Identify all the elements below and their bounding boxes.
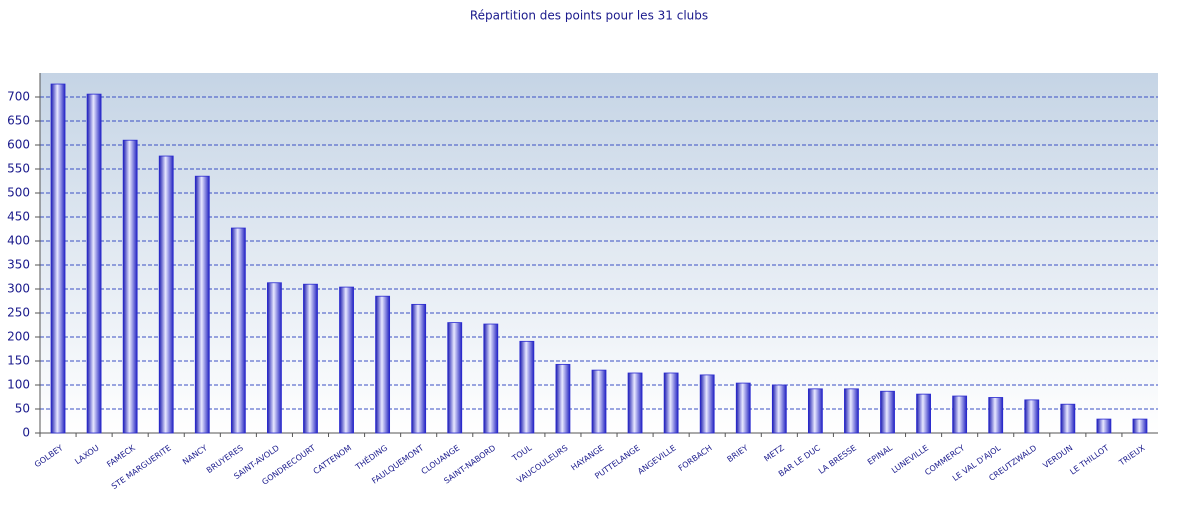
bar (86, 93, 102, 434)
y-tick-label: 200 (7, 330, 30, 344)
bar (230, 227, 246, 434)
bar (663, 372, 679, 434)
y-tick-label: 50 (15, 402, 30, 416)
bar (122, 139, 138, 434)
bar (880, 390, 895, 434)
y-tick-label: 700 (7, 90, 30, 104)
x-tick-label: FAMECK (105, 443, 137, 469)
x-tick-label: TRIEUX (1117, 443, 1147, 468)
x-tick-label: FORBACH (677, 443, 714, 473)
bar (375, 295, 391, 434)
x-tick-label: EPINAL (866, 443, 895, 467)
y-tick-label: 400 (7, 234, 30, 248)
y-tick-label: 250 (7, 306, 30, 320)
y-tick-label: 350 (7, 258, 30, 272)
x-tick-label: TOUL (510, 443, 534, 464)
y-tick-label: 300 (7, 282, 30, 296)
bar (1096, 418, 1112, 434)
y-tick-label: 0 (22, 426, 30, 440)
bar (1060, 403, 1076, 434)
x-tick-label: STE MARGUERITE (110, 443, 173, 491)
bar (844, 388, 859, 434)
bar (303, 283, 318, 434)
bar (735, 382, 751, 434)
y-tick-label: 500 (7, 186, 30, 200)
y-tick-label: 650 (7, 114, 30, 128)
x-tick-label: BRIEY (726, 443, 750, 464)
bar (158, 155, 174, 434)
bar (519, 340, 535, 434)
bar (411, 303, 427, 434)
bar (50, 83, 66, 434)
bar (627, 372, 643, 434)
x-tick-label: ANGEVILLE (636, 443, 678, 476)
y-tick-label: 550 (7, 162, 30, 176)
x-tick-label: GOLBEY (33, 443, 65, 469)
bar (447, 322, 463, 434)
x-tick-label: METZ (762, 443, 786, 463)
x-tick-label: VERDUN (1041, 443, 1074, 470)
bar (952, 395, 968, 434)
bar (988, 397, 1004, 434)
x-tick-label: CATTENOM (312, 443, 354, 476)
bar (1132, 418, 1148, 434)
x-tick-label: NANCY (181, 443, 209, 466)
chart-title: Répartition des points pour les 31 clubs (470, 9, 708, 23)
y-tick-label: 150 (7, 354, 30, 368)
x-tick-label: LA BRESSE (817, 443, 858, 476)
bar (1024, 399, 1040, 434)
y-tick-label: 600 (7, 138, 30, 152)
bar (591, 369, 607, 434)
bar (916, 393, 931, 434)
bar (807, 388, 823, 434)
y-tick-label: 450 (7, 210, 30, 224)
y-tick-label: 100 (7, 378, 30, 392)
bar (339, 286, 354, 434)
bar (483, 323, 499, 434)
bar (194, 175, 210, 434)
x-tick-label: LE THILLOT (1068, 443, 1110, 476)
bar (699, 374, 715, 434)
x-tick-label: LAXOU (73, 443, 101, 466)
bar (555, 363, 571, 434)
bar (771, 384, 787, 434)
bar (267, 282, 282, 434)
